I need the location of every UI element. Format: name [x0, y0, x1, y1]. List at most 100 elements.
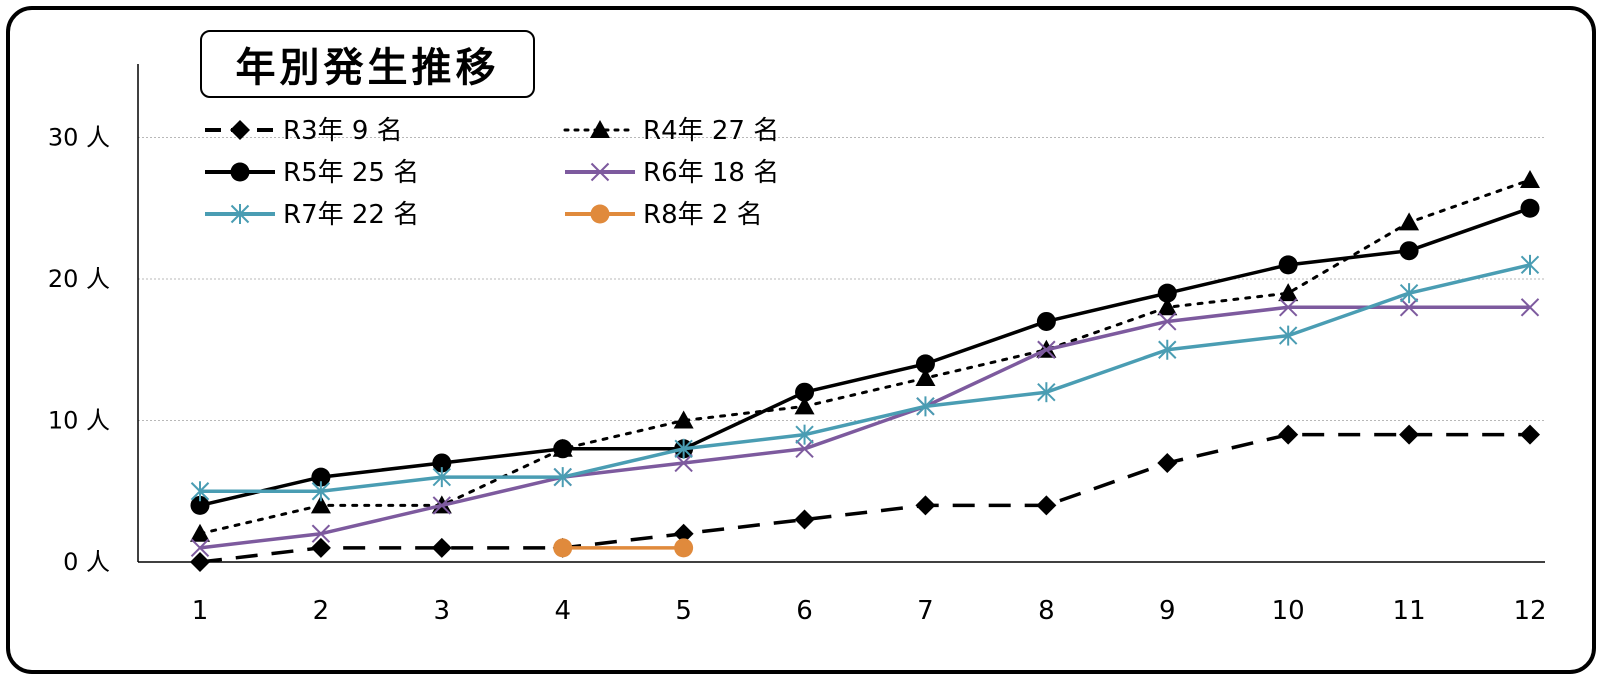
y-tick-label: 30 人: [48, 124, 110, 152]
data-point: [1158, 339, 1177, 360]
y-tick-label: 0 人: [63, 548, 110, 576]
data-point: [1157, 452, 1178, 473]
legend-label: R7年 22 名: [283, 200, 419, 230]
x-tick-label: 10: [1272, 596, 1305, 626]
series-line: [200, 263, 1531, 493]
legend-item: R3年 9 名: [205, 116, 403, 146]
data-point: [553, 467, 572, 488]
data-point: [1399, 212, 1420, 231]
legend-item: R4年 27 名: [563, 116, 779, 146]
data-point: [590, 120, 610, 138]
x-tick-label: 6: [796, 596, 813, 626]
legend: R3年 9 名 R4年 27 名 R5年 25 名 R6年 18 名 R7年 22 名 R…: [205, 116, 779, 230]
series-line: [198, 178, 1532, 536]
data-point: [190, 538, 210, 558]
data-point: [311, 481, 331, 502]
axes: [137, 64, 1545, 563]
series-line: [199, 206, 1531, 508]
x-tick-label: 5: [675, 596, 692, 626]
data-point: [553, 538, 573, 558]
data-point: [1278, 298, 1298, 317]
data-point: [1399, 241, 1419, 261]
legend-label: R8年 2 名: [643, 200, 763, 230]
x-tick-label: 3: [434, 596, 451, 626]
data-point: [1520, 169, 1540, 188]
data-point: [673, 410, 694, 429]
data-point: [915, 354, 935, 374]
chart-title: 年別発生推移: [200, 30, 535, 98]
data-point: [1399, 298, 1419, 317]
legend-item: R6年 18 名: [565, 158, 779, 188]
data-point: [1036, 495, 1057, 516]
data-point: [190, 523, 210, 542]
series-R3年: [190, 424, 1540, 572]
gridlines: [138, 137, 1545, 421]
data-point: [674, 538, 694, 558]
y-tick-labels: 0 人 10 人 20 人 30 人: [48, 124, 110, 577]
data-point: [674, 438, 693, 459]
data-point: [794, 509, 815, 530]
data-point: [915, 368, 936, 387]
data-point: [230, 204, 250, 224]
series-R6年: [190, 298, 1540, 558]
data-point: [1157, 297, 1178, 316]
data-point: [311, 524, 331, 543]
data-point: [431, 537, 452, 558]
data-point: [1520, 298, 1540, 317]
data-point: [432, 496, 452, 515]
data-point: [1037, 382, 1056, 403]
x-tick-labels: 1 2 3 4 5 6 7 8 9 10 11 12: [192, 596, 1547, 626]
legend-item: R8年 2 名: [565, 200, 763, 230]
data-point: [794, 396, 815, 415]
series-R7年: [190, 254, 1540, 502]
data-point: [1278, 283, 1299, 302]
x-tick-label: 2: [313, 596, 330, 626]
data-point: [916, 396, 935, 417]
data-point: [1278, 424, 1299, 445]
x-tick-label: 8: [1038, 596, 1055, 626]
data-point: [190, 481, 210, 502]
data-point: [310, 537, 331, 558]
data-point: [553, 439, 573, 459]
data-point: [590, 162, 610, 182]
data-point: [590, 204, 610, 224]
x-tick-label: 11: [1393, 596, 1426, 626]
legend-label: R4年 27 名: [643, 116, 779, 146]
data-point: [674, 453, 693, 473]
x-tick-label: 4: [554, 596, 571, 626]
legend-label: R5年 25 名: [283, 158, 419, 188]
data-point: [311, 467, 331, 487]
data-point: [1520, 424, 1540, 445]
x-tick-label: 1: [192, 596, 209, 626]
y-tick-label: 10 人: [48, 407, 110, 435]
legend-item: R7年 22 名: [205, 200, 419, 230]
data-point: [1399, 424, 1420, 445]
data-point: [795, 439, 814, 459]
legend-label: R3年 9 名: [283, 116, 403, 146]
data-point: [795, 424, 814, 445]
data-point: [230, 120, 250, 140]
data-point: [1278, 255, 1298, 275]
data-point: [673, 523, 694, 544]
legend-label: R6年 18 名: [643, 158, 779, 188]
data-point: [1520, 198, 1540, 218]
data-point: [230, 162, 250, 182]
data-point: [190, 552, 210, 572]
legend-item: R5年 25 名: [205, 158, 419, 188]
data-point: [1278, 325, 1298, 346]
data-point: [310, 495, 331, 514]
data-point: [1520, 254, 1540, 275]
data-point: [190, 495, 210, 515]
x-tick-label: 12: [1513, 596, 1546, 626]
x-tick-label: 7: [917, 596, 934, 626]
data-point: [1157, 283, 1177, 303]
x-tick-label: 9: [1159, 596, 1176, 626]
series-line: [199, 305, 1530, 550]
series-R5年: [190, 198, 1540, 515]
data-point: [1036, 311, 1056, 331]
y-tick-label: 20 人: [48, 265, 110, 293]
data-point: [1158, 312, 1177, 331]
series-R8年: [553, 538, 694, 558]
data-point: [432, 453, 452, 473]
